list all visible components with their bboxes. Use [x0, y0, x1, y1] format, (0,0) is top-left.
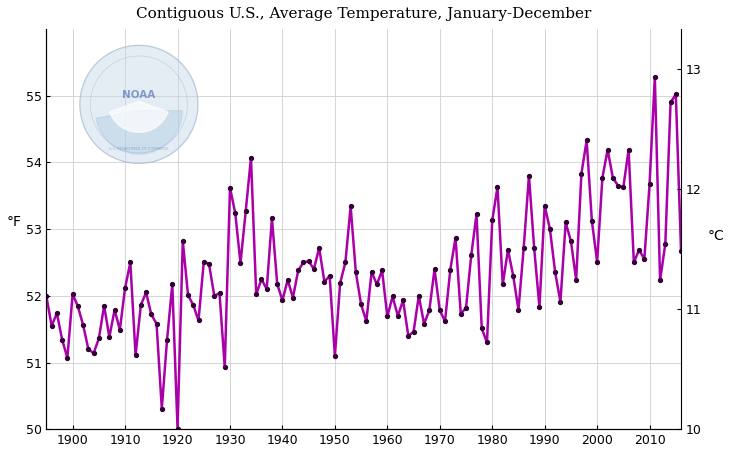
Wedge shape	[110, 101, 168, 133]
Circle shape	[80, 45, 198, 163]
Text: U.S. DEPARTMENT OF COMMERCE: U.S. DEPARTMENT OF COMMERCE	[109, 147, 169, 151]
Text: NOAA: NOAA	[122, 90, 156, 100]
Title: Contiguous U.S., Average Temperature, January-December: Contiguous U.S., Average Temperature, Ja…	[136, 7, 591, 21]
Y-axis label: °F: °F	[7, 215, 22, 229]
Wedge shape	[96, 111, 183, 154]
Y-axis label: °C: °C	[708, 229, 724, 243]
